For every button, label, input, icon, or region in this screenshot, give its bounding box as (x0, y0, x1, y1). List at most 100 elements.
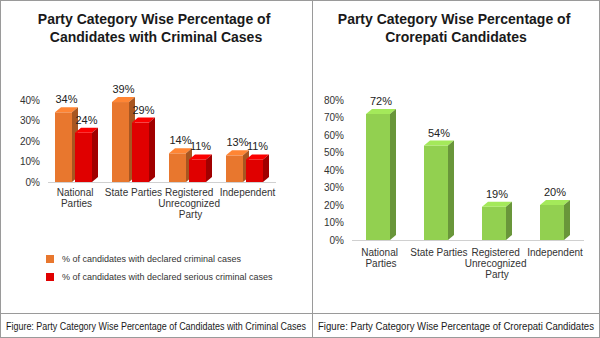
baseline (48, 182, 276, 183)
baseline (352, 240, 584, 241)
y-tick-label: 80% (324, 95, 344, 106)
y-tick-label: 50% (324, 147, 344, 158)
bar (482, 202, 512, 240)
bar (366, 109, 396, 240)
legend-label: % of candidates with declared criminal c… (62, 254, 242, 264)
frame (1, 1, 600, 338)
text-line: National (361, 247, 400, 258)
bar-front (226, 155, 243, 182)
bars (366, 109, 570, 240)
bar-front (55, 112, 72, 182)
chart: Party Category Wise Percentage of Crorep… (318, 11, 594, 332)
bar-front (424, 146, 448, 241)
legend-swatch (46, 255, 54, 263)
x-tick-label: State Parties (105, 187, 162, 198)
data-label: 72% (370, 95, 392, 107)
y-tick-label: 40% (20, 95, 40, 106)
chart-title: Party Category Wise Percentage of Crorep… (338, 11, 574, 45)
y-tick-label: 60% (324, 130, 344, 141)
y-tick-label: 20% (20, 136, 40, 147)
bar-front (169, 153, 186, 182)
data-label: 20% (544, 186, 566, 198)
bar (189, 154, 212, 182)
bar-front (246, 159, 263, 182)
x-tick-label: Independent (527, 247, 583, 258)
bar-front (132, 123, 149, 182)
bar (246, 154, 269, 182)
text-line: Crorepati Candidates (385, 29, 527, 45)
bar (75, 128, 98, 182)
y-tick-label: 10% (20, 156, 40, 167)
text-line: State Parties (105, 187, 162, 198)
y-tick-label: 10% (324, 217, 344, 228)
text-line: Registered (165, 187, 216, 198)
legend: % of candidates with declared criminal c… (46, 254, 273, 282)
data-label: 39% (112, 83, 134, 95)
data-labels: 34%39%14%13%24%29%11%11% (55, 83, 268, 152)
bar (226, 150, 249, 182)
y-tick-label: 30% (20, 115, 40, 126)
x-tick-label: Registered Unrecognized Party (465, 247, 529, 280)
x-tick-label: Independent (220, 187, 276, 198)
data-label: 54% (428, 127, 450, 139)
caption: Figure: Party Category Wise Percentage o… (6, 321, 306, 332)
data-label: 13% (226, 136, 248, 148)
legend-label: % of candidates with declared serious cr… (62, 272, 273, 282)
bar (424, 141, 454, 241)
text-line: Independent (527, 247, 583, 258)
text-line: Party Category Wise Percentage of (338, 11, 574, 27)
data-labels: 72% 54% 19% 20% (370, 95, 566, 200)
text-line: Party (485, 269, 508, 280)
bar-side (206, 154, 212, 182)
y-tick-label: 70% (324, 112, 344, 123)
caption-rule (0, 313, 600, 314)
data-label: 19% (486, 188, 508, 200)
data-label: 14% (169, 134, 191, 146)
bar-side (149, 118, 155, 182)
bar (169, 148, 192, 182)
x-tick-label: National Parties (361, 247, 400, 269)
bar-front (482, 207, 506, 240)
bar-side (564, 200, 570, 240)
y-tick-label: 20% (324, 200, 344, 211)
bar (132, 118, 155, 182)
bar-front (189, 159, 206, 182)
x-tick-label: State Parties (410, 247, 467, 258)
text-line: Unrecognized (158, 198, 222, 209)
text-line: Registered (471, 247, 522, 258)
text-line: State Parties (410, 247, 467, 258)
text-line: National (57, 187, 96, 198)
data-label: 24% (75, 114, 97, 126)
y-tick-label: 40% (324, 165, 344, 176)
y-tick-label: 0% (330, 235, 345, 246)
bar-front (75, 133, 92, 182)
y-tick-label: 0% (26, 177, 41, 188)
text-line: Party Category Wise Percentage of (38, 11, 274, 27)
divider (312, 0, 313, 338)
text-line: Unrecognized (465, 258, 529, 269)
figure: Party Category Wise Percentage of Candid… (0, 0, 600, 338)
data-label: 11% (190, 140, 211, 152)
data-label: 29% (132, 104, 154, 116)
text-line: Candidates with Criminal Cases (50, 29, 263, 45)
x-tick-label: National Parties (57, 187, 96, 209)
bar-front (366, 114, 390, 240)
legend-swatch (46, 273, 54, 281)
text-line: Party (179, 209, 202, 220)
x-tick-label: Registered Unrecognized Party (158, 187, 222, 220)
bars (55, 97, 269, 182)
bar-side (506, 202, 512, 240)
data-label: 11% (247, 140, 268, 152)
text-line: Parties (61, 198, 92, 209)
bar-side (92, 128, 98, 182)
chart: Party Category Wise Percentage of Candid… (6, 11, 306, 332)
caption: Figure: Party Category Wise Percentage o… (318, 321, 594, 332)
bar (540, 200, 570, 240)
bar-side (448, 141, 454, 241)
chart-title: Party Category Wise Percentage of Candid… (38, 11, 274, 45)
text-line: Independent (220, 187, 276, 198)
bar-front (540, 205, 564, 240)
y-tick-label: 30% (324, 182, 344, 193)
text-line: Parties (365, 258, 396, 269)
bar-side (263, 154, 269, 182)
